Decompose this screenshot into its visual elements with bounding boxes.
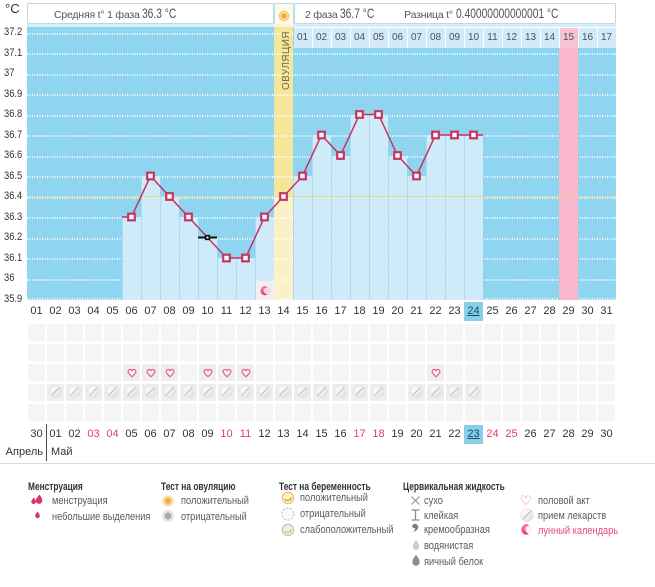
svg-text:ОВУЛЯЦИЯ: ОВУЛЯЦИЯ — [281, 31, 292, 90]
